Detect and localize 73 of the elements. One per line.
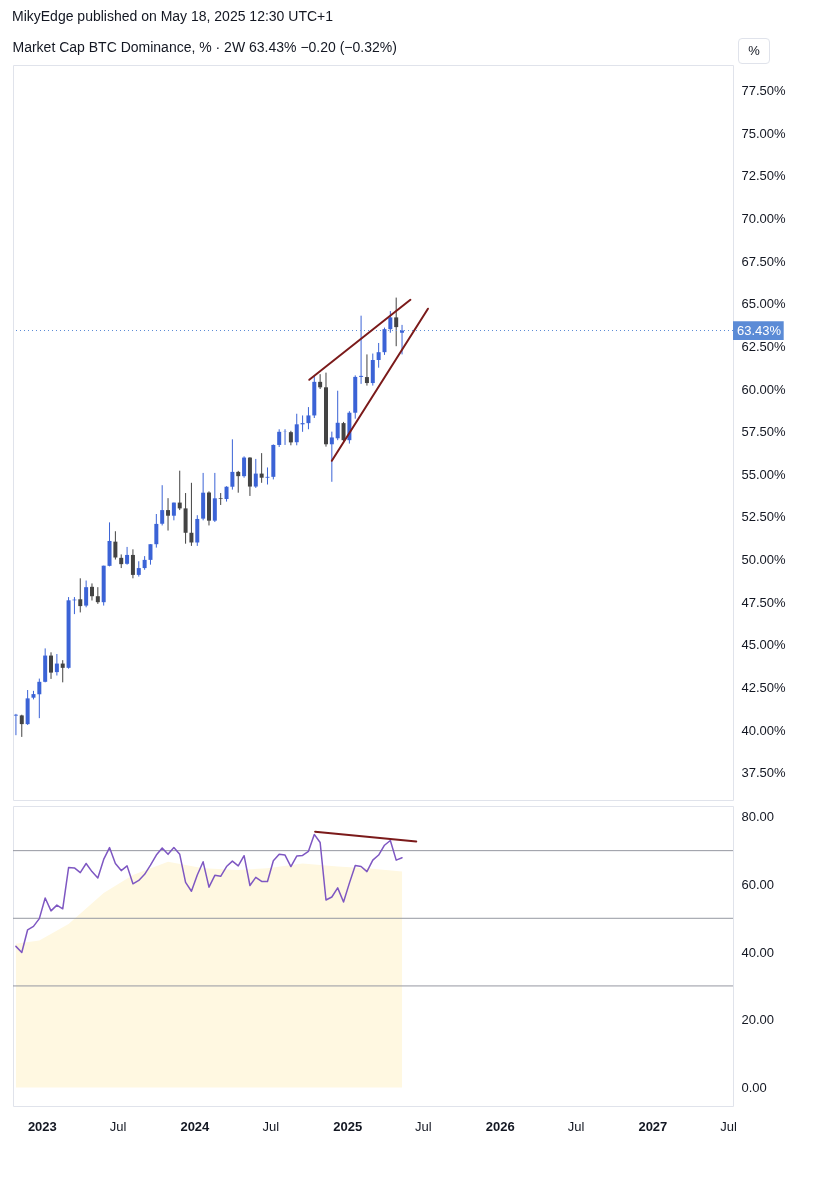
candlestick	[364, 353, 369, 387]
x-tick-label: Jul	[415, 1118, 432, 1134]
candlestick	[242, 455, 247, 479]
candlestick	[154, 513, 159, 549]
x-tick-label: Jul	[720, 1118, 737, 1134]
chart-title: Market Cap BTC Dominance, % · 2W 63.43% −0.20 (−0.32%)	[12, 39, 397, 55]
y-tick-label: 72.50%	[741, 168, 787, 184]
x-tick-label: Jul	[567, 1118, 585, 1134]
candlestick	[329, 431, 334, 483]
line-series	[15, 833, 403, 954]
x-tick-label: 2026	[485, 1118, 515, 1134]
candlestick	[218, 492, 223, 506]
x-tick-label: 2024	[180, 1118, 211, 1134]
candlestick	[113, 530, 118, 561]
candlestick	[84, 580, 89, 608]
candlestick	[376, 342, 381, 369]
y-tick-label: 55.00%	[741, 466, 787, 482]
text: %	[738, 38, 770, 64]
x-tick-label: 2023	[27, 1118, 57, 1134]
y-tick-label: 20.00	[741, 1012, 775, 1028]
candlestick	[160, 484, 165, 526]
candlestick	[306, 406, 311, 430]
candlestick	[89, 582, 94, 601]
x-tick-label: Jul	[109, 1118, 127, 1134]
text: MikyEdge published on May 18, 2025 12:30 UTC+1	[12, 8, 334, 24]
y-tick-label: 57.50%	[741, 424, 787, 440]
candlestick	[236, 470, 241, 494]
candlestick	[148, 543, 153, 566]
candlestick	[60, 659, 65, 683]
x-tick-label: Jul	[262, 1118, 280, 1134]
ref-line-label: 63.43%	[737, 322, 782, 338]
candlestick	[13, 713, 18, 736]
candlestick	[230, 438, 235, 491]
y-tick-label: 65.00%	[741, 296, 787, 312]
candlestick	[78, 577, 83, 613]
candlestick	[359, 315, 364, 385]
y-tick-label: 60.00	[741, 876, 775, 892]
y-tick-label: 75.00%	[741, 125, 787, 141]
candlestick	[382, 327, 387, 356]
candlestick	[54, 653, 59, 677]
y-tick-label: 77.50%	[741, 83, 787, 99]
y-tick-label: 0.00	[741, 1079, 767, 1095]
y-tick-label: 62.50%	[741, 338, 787, 354]
candlestick	[318, 373, 323, 390]
candlestick	[394, 297, 399, 347]
candlestick	[265, 466, 270, 486]
y-tick-label: 42.50%	[741, 679, 787, 695]
y-tick-label: 80.00	[741, 809, 775, 825]
candlestick	[130, 548, 135, 579]
candlestick	[49, 651, 54, 680]
candlestick	[195, 514, 200, 547]
y-tick-label: 70.00%	[741, 210, 787, 226]
candlestick	[259, 452, 264, 484]
candlestick	[294, 413, 299, 446]
y-tick-label: 67.50%	[741, 253, 787, 269]
candlestick	[212, 472, 217, 523]
y-tick-label: 40.00%	[741, 722, 787, 738]
y-tick-label: 60.00%	[741, 381, 787, 397]
y-tick-label: 37.50%	[741, 765, 787, 781]
x-tick-label: 2025	[333, 1118, 363, 1134]
y-tick-label: 50.00%	[741, 552, 787, 568]
candlestick	[370, 353, 375, 387]
candlestick	[166, 497, 171, 532]
y-tick-label: 47.50%	[741, 594, 787, 610]
candlestick	[189, 482, 194, 547]
candlestick	[125, 546, 130, 566]
y-tick-label: 52.50%	[741, 509, 787, 525]
candlestick	[335, 390, 340, 441]
candlestick	[37, 678, 42, 719]
y-tick-label: 40.00	[741, 944, 775, 960]
candlestick	[253, 458, 258, 489]
y-tick-label: 45.00%	[741, 637, 787, 653]
x-tick-label: 2027	[638, 1118, 668, 1134]
